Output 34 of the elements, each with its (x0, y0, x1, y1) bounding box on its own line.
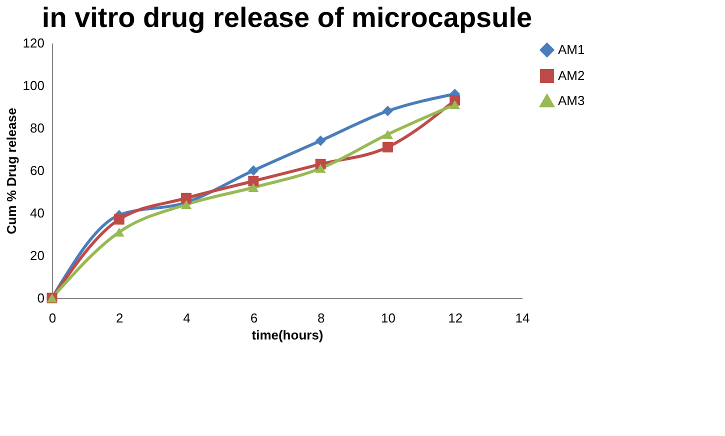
x-tick-label: 10 (380, 310, 396, 326)
y-tick-label: 80 (30, 120, 44, 136)
point (382, 130, 393, 139)
y-tick-label: 40 (30, 206, 44, 220)
x-tick-label: 0 (48, 310, 56, 326)
legend-label: AM1 (558, 42, 585, 57)
point (248, 182, 259, 192)
y-tick-label: 60 (30, 163, 44, 178)
point (181, 200, 192, 210)
point (248, 165, 259, 176)
x-tick-label: 12 (448, 310, 463, 326)
chart-title: in vitro drug release of microcapsule (42, 2, 532, 33)
point (315, 136, 326, 146)
x-tick-label: 8 (317, 310, 325, 326)
point (382, 106, 393, 116)
y-tick-label: 20 (30, 248, 44, 263)
x-tick-label: 6 (250, 310, 258, 326)
legend-label: AM3 (558, 93, 585, 108)
point (181, 192, 192, 204)
point (382, 142, 393, 152)
y-tick-label: 120 (22, 36, 44, 50)
x-tick-label: 4 (183, 310, 190, 326)
legend-label: AM2 (558, 68, 585, 83)
x-tick-label: 2 (116, 310, 124, 326)
point (450, 100, 460, 110)
y-tick-label: 100 (22, 78, 44, 93)
point (315, 164, 326, 173)
point (114, 214, 124, 225)
y-axis-title: Cum % Drug release (4, 108, 19, 234)
x-tick-label: 14 (515, 310, 530, 326)
y-tick-label: 0 (37, 290, 44, 306)
x-axis-title: time(hours) (252, 328, 324, 342)
point (114, 228, 124, 237)
point (248, 176, 259, 186)
